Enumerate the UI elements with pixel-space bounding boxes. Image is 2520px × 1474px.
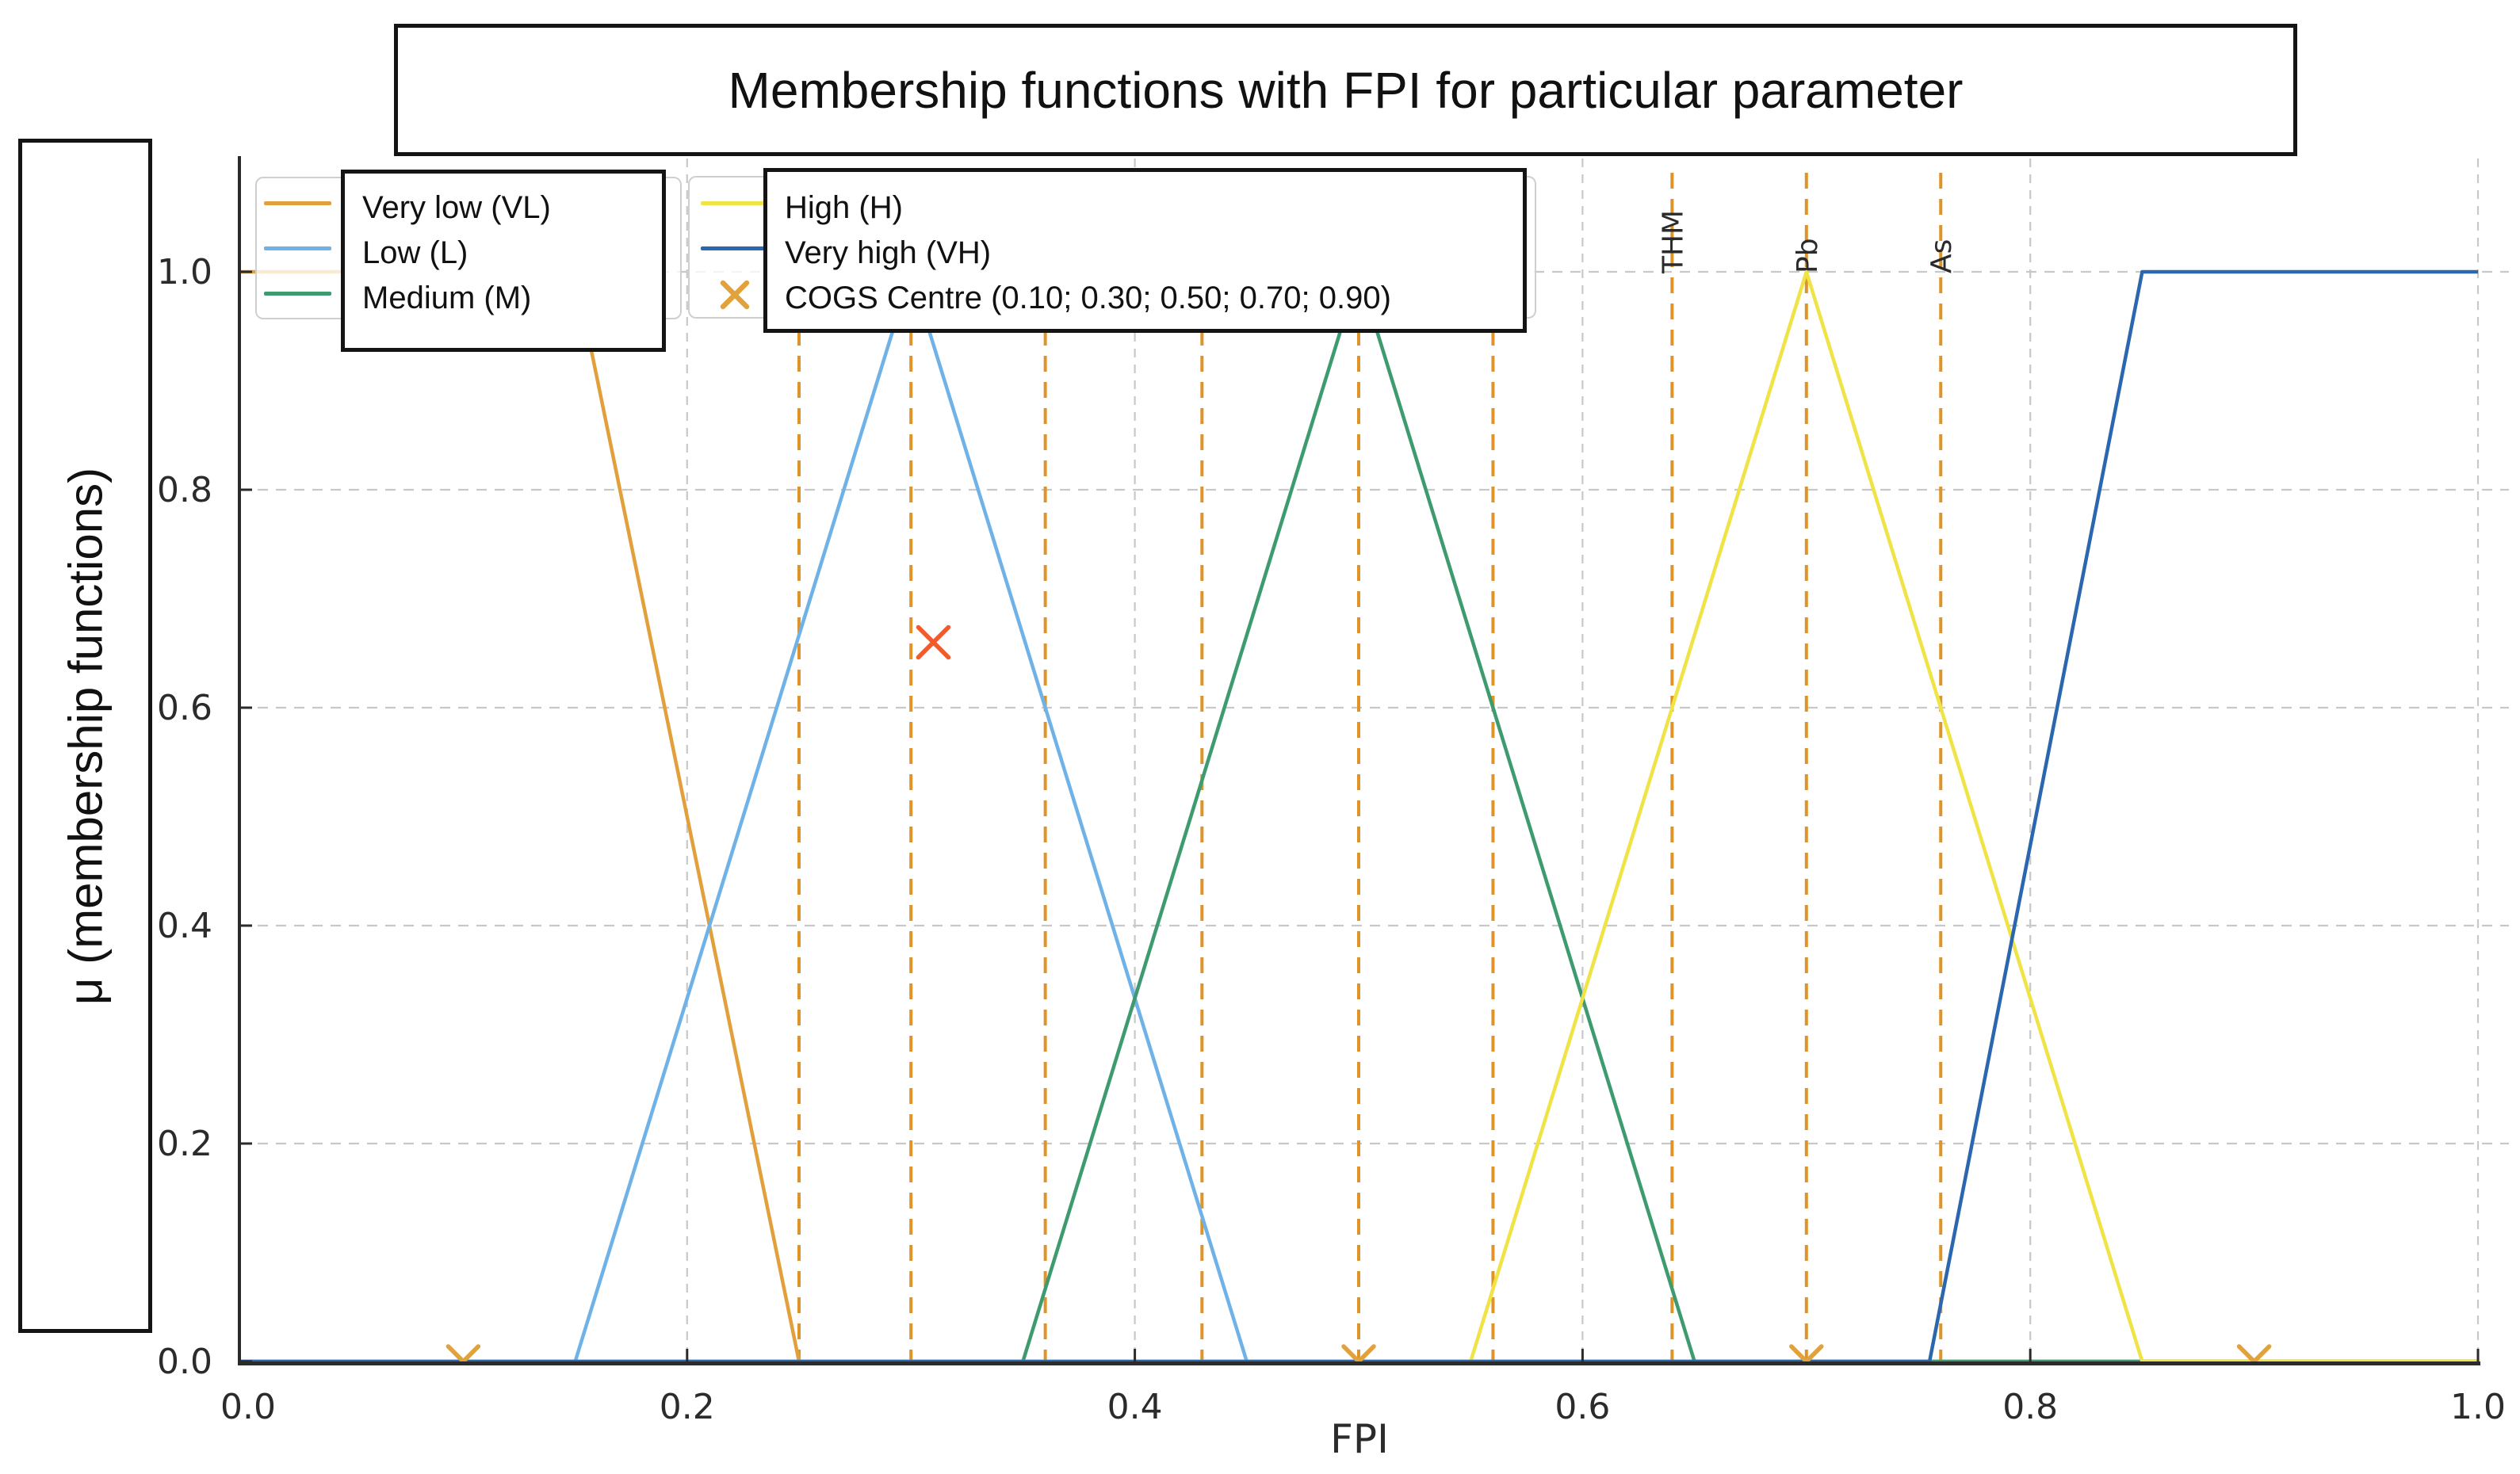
legend-item-low: Low (L) [362,235,468,270]
cogs-centre-marker-key [720,280,750,310]
y-axis-label-box: μ (membership functions) [18,139,152,1333]
x-tick-label: 0.6 [1554,1387,1610,1427]
legend-item-medium: Medium (M) [362,281,532,315]
legend-item-very-high: Very high (VH) [785,235,992,270]
chart-title: Membership functions with FPI for partic… [728,61,1964,119]
y-axis-label: μ (membership functions) [59,467,112,1005]
legend-key-low [264,246,331,250]
legend-item-cogs-centre: COGS Centre (0.10; 0.30; 0.50; 0.70; 0.9… [785,281,1391,315]
legend-item-high: High (H) [785,190,903,225]
cogs-centre-marker [445,1344,481,1364]
title-box: Membership functions with FPI for partic… [394,24,2297,156]
legend-box-2: High (H) Very high (VH) COGS Centre (0.1… [763,168,1527,333]
legend-key-very-high [701,246,768,250]
x-tick-label: 1.0 [2450,1387,2506,1427]
y-tick-label: 0.0 [157,1342,212,1382]
x-axis-spine [238,1361,2480,1365]
x-axis-label: FPI [1330,1416,1389,1462]
y-axis-spine [238,156,241,1365]
y-tick-label: 0.6 [157,688,212,728]
legend-item-very-low: Very low (VL) [362,190,551,225]
x-tick-label: 0.0 [220,1387,276,1427]
legend-box-1: Very low (VL) Low (L) Medium (M) [341,170,666,352]
legend-key-medium [264,292,331,296]
param-line-label: Pb [1792,238,1824,273]
param-line-label: THM [1657,210,1689,274]
cogs-centre-marker [2236,1344,2272,1364]
param-line-label: As [1925,239,1958,273]
legend-key-high [701,201,768,205]
y-tick-label: 0.2 [157,1124,212,1164]
x-tick-label: 0.2 [660,1387,715,1427]
cogs-centre-marker [1789,1344,1824,1364]
x-tick-label: 0.4 [1107,1387,1163,1427]
x-tick-label: 0.8 [2002,1387,2058,1427]
y-tick-label: 0.8 [157,470,212,510]
cogs-centre-marker [1341,1344,1376,1364]
y-tick-label: 0.4 [157,906,212,946]
legend-key-very-low [264,201,331,205]
cogs-centre-marker-float [916,624,951,660]
y-tick-label: 1.0 [157,252,212,292]
